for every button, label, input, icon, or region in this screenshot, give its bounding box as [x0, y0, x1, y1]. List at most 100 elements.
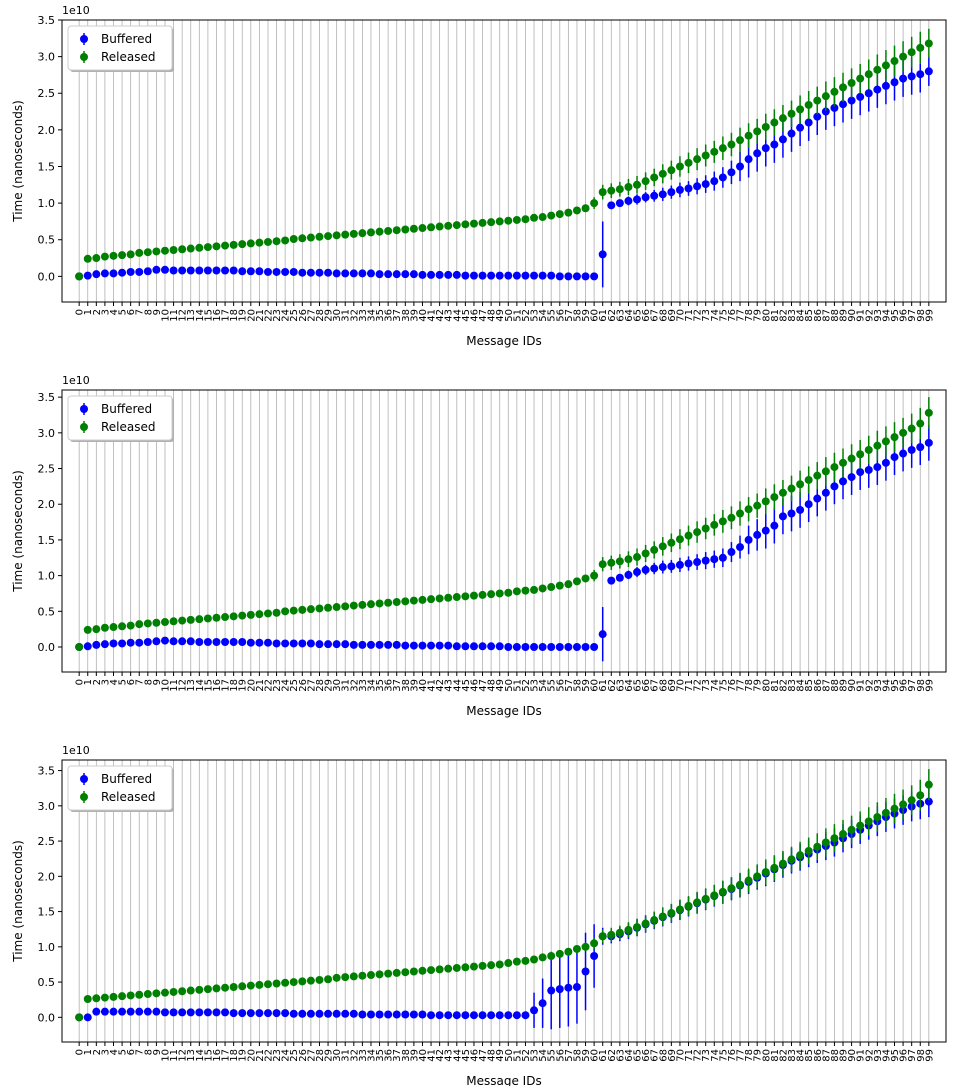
x-tick-label: 2	[92, 1049, 103, 1055]
x-tick-label: 7	[135, 309, 146, 315]
data-point	[504, 1011, 513, 1020]
data-point	[701, 180, 710, 189]
data-point	[675, 185, 684, 194]
data-point	[881, 437, 890, 446]
data-point	[298, 605, 307, 614]
x-tick-label: 87	[821, 679, 832, 692]
x-tick-label: 80	[761, 1049, 772, 1062]
data-point	[392, 270, 401, 279]
data-point	[684, 184, 693, 193]
x-tick-label: 92	[864, 1049, 875, 1062]
legend-label: Released	[101, 790, 156, 804]
x-tick-label: 36	[384, 679, 395, 692]
legend-marker	[80, 793, 88, 801]
x-tick-label: 97	[907, 679, 918, 692]
x-tick-label: 65	[633, 309, 644, 322]
data-point	[873, 441, 882, 450]
data-point	[306, 976, 315, 985]
data-point	[598, 250, 607, 259]
data-point	[418, 595, 427, 604]
data-point	[152, 989, 161, 998]
data-point	[924, 438, 933, 447]
data-point	[675, 905, 684, 914]
data-point	[658, 190, 667, 199]
data-point	[607, 201, 616, 210]
data-point	[246, 267, 255, 276]
data-point	[907, 424, 916, 433]
data-point	[821, 838, 830, 847]
data-point	[615, 185, 624, 194]
y-axis: 0.0 0.5 1.0 1.5 2.0 2.5 3.0 3.5	[38, 14, 62, 283]
legend-marker	[80, 53, 88, 61]
legend-box	[67, 765, 173, 811]
data-point	[787, 509, 796, 518]
data-point	[212, 1008, 221, 1017]
data-point	[830, 482, 839, 491]
data-point	[289, 235, 298, 244]
x-tick-label: 50	[504, 309, 515, 322]
x-tick-label: 53	[530, 309, 541, 322]
x-tick-label: 7	[135, 1049, 146, 1055]
x-tick-label: 6	[126, 309, 137, 315]
data-point	[839, 100, 848, 109]
x-tick-label: 4	[109, 309, 120, 315]
x-tick-label: 20	[246, 1049, 257, 1062]
x-tick-label: 95	[890, 679, 901, 692]
data-point	[203, 243, 212, 252]
x-tick-label: 78	[744, 309, 755, 322]
data-point	[590, 199, 599, 208]
data-point	[358, 600, 367, 609]
data-point	[547, 211, 556, 220]
plot-frame	[61, 389, 947, 673]
data-point	[710, 520, 719, 529]
data-point	[864, 89, 873, 98]
data-point	[778, 114, 787, 123]
x-tick-label: 92	[864, 309, 875, 322]
data-point	[864, 817, 873, 826]
data-point	[100, 1007, 109, 1016]
data-point	[255, 238, 264, 247]
x-tick-label: 14	[195, 309, 206, 322]
data-point	[521, 586, 530, 595]
x-tick-label: 58	[572, 309, 583, 322]
data-point	[263, 237, 272, 246]
data-point	[650, 564, 659, 573]
x-tick-label: 2	[92, 679, 103, 685]
x-tick-label: 28	[315, 1049, 326, 1062]
x-tick-label: 85	[804, 679, 815, 692]
plot-frame	[61, 19, 947, 303]
data-point	[590, 643, 599, 652]
data-point	[495, 1011, 504, 1020]
x-tick-label: 44	[452, 679, 463, 692]
y-tick-label: 2.5	[38, 463, 56, 476]
x-tick-label: 71	[684, 309, 695, 322]
data-point	[718, 517, 727, 526]
x-tick-label: 55	[547, 679, 558, 692]
data-point	[152, 247, 161, 256]
x-tick-label: 58	[572, 1049, 583, 1062]
x-tick-label: 46	[469, 679, 480, 692]
data-point	[787, 129, 796, 138]
data-point	[358, 269, 367, 278]
data-point	[392, 968, 401, 977]
x-tick-label: 22	[263, 309, 274, 322]
data-point	[572, 944, 581, 953]
data-point	[160, 1008, 169, 1017]
data-point	[538, 271, 547, 280]
data-point	[100, 640, 109, 649]
data-point	[839, 83, 848, 92]
data-point	[736, 162, 745, 171]
data-point	[427, 223, 436, 232]
data-point	[641, 919, 650, 928]
data-point	[555, 210, 564, 219]
data-point	[100, 252, 109, 261]
data-point	[358, 640, 367, 649]
data-point	[624, 570, 633, 579]
data-point	[521, 271, 530, 280]
data-point	[75, 643, 84, 652]
x-tick-label: 40	[418, 1049, 429, 1062]
data-point	[487, 590, 496, 599]
x-tick-label: 44	[452, 309, 463, 322]
data-point	[401, 225, 410, 234]
x-tick-label: 5	[118, 309, 129, 315]
